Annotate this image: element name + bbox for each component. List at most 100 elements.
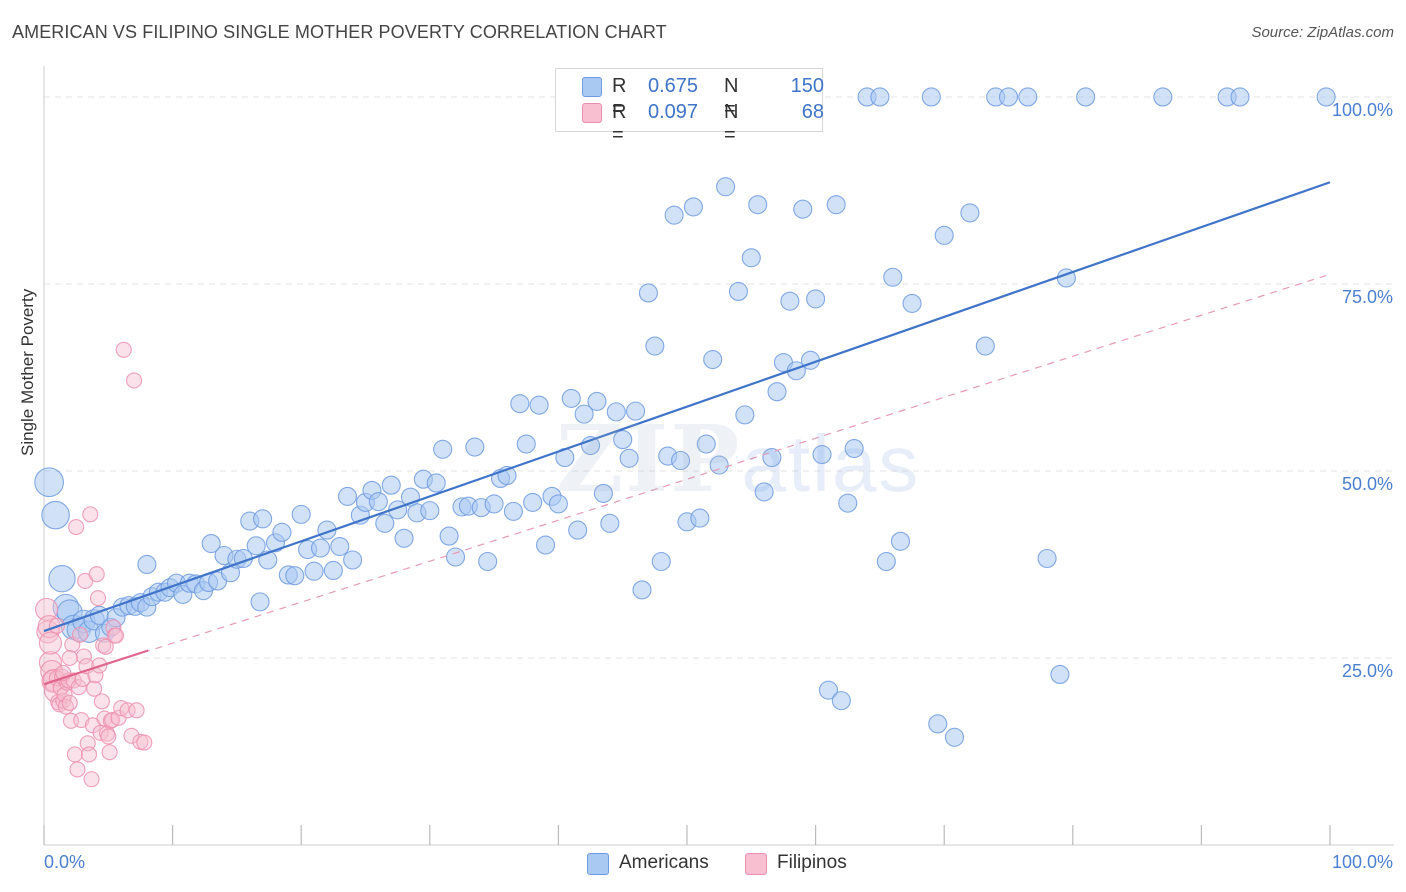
data-point xyxy=(728,281,748,302)
watermark: ZIPatlas xyxy=(556,405,920,513)
data-point xyxy=(125,372,143,389)
data-point xyxy=(1230,87,1250,107)
data-point xyxy=(690,508,710,528)
data-points xyxy=(34,87,1336,788)
data-point xyxy=(478,551,498,572)
data-point xyxy=(71,626,89,643)
r-label: R = xyxy=(612,101,627,146)
data-point xyxy=(323,560,343,581)
data-point xyxy=(548,494,568,514)
data-point xyxy=(445,547,466,567)
data-point xyxy=(741,248,761,268)
data-point xyxy=(253,509,273,529)
data-point xyxy=(826,195,846,215)
data-point xyxy=(1316,87,1336,107)
data-point xyxy=(921,87,941,107)
n-value: 150 xyxy=(790,75,824,97)
data-point xyxy=(250,592,270,612)
data-point xyxy=(1050,664,1070,684)
data-point xyxy=(201,533,221,554)
data-point xyxy=(703,349,723,370)
n-label: N = xyxy=(724,75,739,120)
data-point xyxy=(128,702,145,719)
data-point xyxy=(844,438,864,459)
source-label: Source: ZipAtlas.com xyxy=(1251,24,1394,41)
data-point xyxy=(86,680,103,697)
data-point xyxy=(465,437,485,457)
y-tick-label: 75.0% xyxy=(1342,287,1393,307)
data-point xyxy=(928,714,948,734)
data-point xyxy=(97,638,114,655)
r-label: R = xyxy=(612,75,627,120)
data-point xyxy=(89,590,107,607)
data-point xyxy=(944,727,965,747)
data-point xyxy=(66,746,83,763)
data-point xyxy=(69,761,86,778)
data-point xyxy=(960,203,980,223)
data-point xyxy=(696,434,716,454)
data-point xyxy=(902,293,922,313)
filipinos-legend-label: Filipinos xyxy=(777,852,847,873)
data-point xyxy=(246,536,266,556)
filipinos-trend-line xyxy=(43,649,149,686)
data-point xyxy=(754,482,774,502)
data-point xyxy=(433,439,453,459)
data-point xyxy=(664,205,684,225)
data-point xyxy=(651,551,671,572)
data-point xyxy=(632,580,652,600)
data-point xyxy=(767,382,787,402)
data-point xyxy=(304,561,324,581)
data-point xyxy=(793,199,813,219)
data-point xyxy=(137,554,157,575)
data-point xyxy=(70,679,87,696)
data-point xyxy=(683,197,703,217)
data-point xyxy=(523,492,543,512)
data-point xyxy=(619,448,639,468)
data-point xyxy=(1018,87,1038,107)
watermark-zip: ZIP xyxy=(556,405,742,513)
data-point xyxy=(82,506,99,523)
data-point xyxy=(587,391,607,411)
data-point xyxy=(330,536,350,557)
data-point xyxy=(61,694,78,711)
y-tick-label: 25.0% xyxy=(1342,661,1393,681)
y-axis-label: Single Mother Poverty xyxy=(18,288,37,456)
data-point xyxy=(806,289,826,309)
data-point xyxy=(484,494,504,514)
data-point xyxy=(716,177,736,197)
data-point xyxy=(38,631,62,655)
americans-legend-label: Americans xyxy=(619,852,709,873)
data-point xyxy=(291,504,311,524)
data-point xyxy=(1076,87,1096,107)
data-point xyxy=(426,473,446,493)
data-point xyxy=(818,680,839,700)
data-point xyxy=(343,550,363,570)
data-point xyxy=(104,712,121,729)
data-point xyxy=(310,538,331,558)
data-point xyxy=(80,746,98,763)
data-point xyxy=(115,341,132,358)
data-point xyxy=(61,649,78,667)
watermark-atlas: atlas xyxy=(741,419,921,508)
x-tick-max: 100.0% xyxy=(1331,852,1393,872)
data-point xyxy=(95,637,112,654)
data-point xyxy=(613,430,633,450)
data-point xyxy=(561,388,581,408)
data-point xyxy=(883,267,903,287)
data-point xyxy=(34,467,65,498)
data-point xyxy=(890,531,911,551)
data-point xyxy=(780,291,800,311)
data-point xyxy=(516,434,536,454)
data-point xyxy=(83,771,100,788)
data-point xyxy=(870,87,890,107)
data-point xyxy=(626,401,646,421)
data-point xyxy=(568,520,588,540)
data-point xyxy=(381,475,401,495)
data-point xyxy=(1037,548,1057,569)
data-point xyxy=(748,195,768,215)
n-label: N = xyxy=(724,101,739,146)
filipinos-trend-extended xyxy=(43,273,1331,685)
data-point xyxy=(41,500,70,530)
data-point xyxy=(529,395,549,415)
data-point xyxy=(123,727,140,744)
